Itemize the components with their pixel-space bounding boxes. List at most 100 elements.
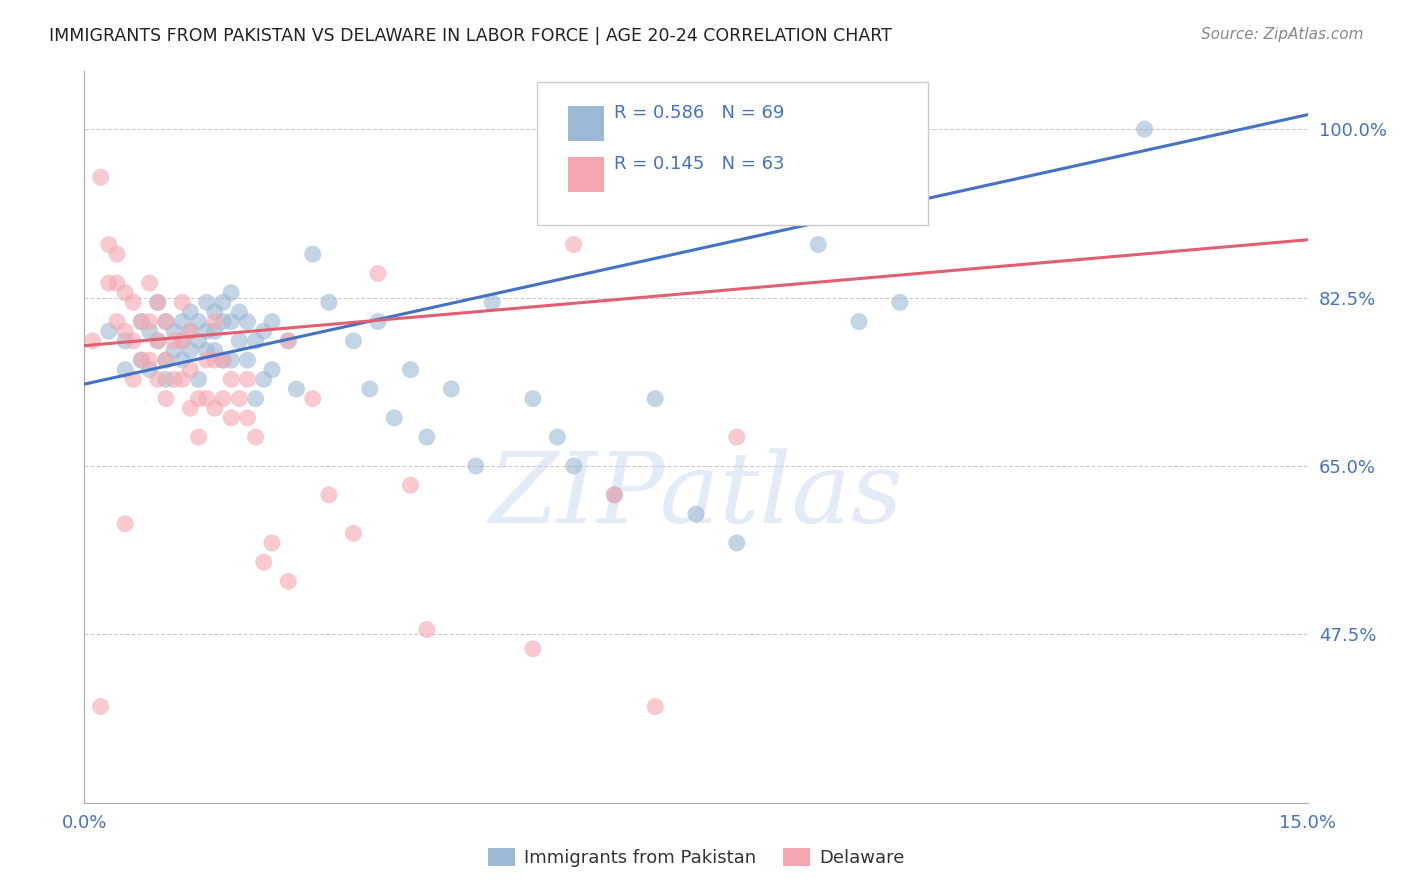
Point bbox=[187, 392, 209, 406]
Point bbox=[285, 382, 308, 396]
Point bbox=[114, 285, 136, 300]
Point bbox=[155, 353, 177, 368]
Text: R = 0.586   N = 69: R = 0.586 N = 69 bbox=[614, 104, 785, 122]
Point bbox=[122, 372, 145, 386]
Point bbox=[464, 458, 486, 473]
Point bbox=[204, 353, 226, 368]
Point bbox=[172, 295, 194, 310]
Point bbox=[245, 430, 267, 444]
Point bbox=[367, 315, 389, 329]
Point bbox=[179, 401, 201, 416]
Text: ZIPatlas: ZIPatlas bbox=[489, 448, 903, 543]
Point bbox=[146, 334, 169, 348]
Point bbox=[236, 410, 259, 425]
Point bbox=[90, 170, 112, 185]
Point bbox=[219, 353, 242, 368]
Point bbox=[131, 353, 153, 368]
Point bbox=[228, 334, 250, 348]
Point bbox=[301, 392, 323, 406]
Point bbox=[204, 305, 226, 319]
Point bbox=[212, 353, 235, 368]
Point bbox=[204, 315, 226, 329]
Point bbox=[318, 488, 340, 502]
Point bbox=[260, 536, 283, 550]
Point bbox=[212, 295, 235, 310]
Point bbox=[163, 372, 186, 386]
Point bbox=[603, 488, 626, 502]
Point bbox=[172, 334, 194, 348]
Point bbox=[179, 324, 201, 338]
Point bbox=[212, 315, 235, 329]
Point bbox=[146, 372, 169, 386]
Point bbox=[236, 353, 259, 368]
Point bbox=[522, 392, 544, 406]
Point bbox=[236, 372, 259, 386]
Point bbox=[342, 334, 364, 348]
Point bbox=[195, 295, 218, 310]
Point bbox=[245, 392, 267, 406]
Point bbox=[685, 507, 707, 521]
Point bbox=[219, 410, 242, 425]
Point bbox=[114, 334, 136, 348]
Point bbox=[155, 315, 177, 329]
Point bbox=[546, 430, 568, 444]
Point bbox=[644, 699, 666, 714]
Point bbox=[138, 353, 160, 368]
Point bbox=[97, 237, 120, 252]
Point bbox=[138, 324, 160, 338]
Point bbox=[228, 392, 250, 406]
Point bbox=[131, 315, 153, 329]
Point bbox=[187, 430, 209, 444]
Point bbox=[399, 478, 422, 492]
Point bbox=[172, 353, 194, 368]
Point bbox=[172, 334, 194, 348]
Point bbox=[155, 315, 177, 329]
Point bbox=[138, 315, 160, 329]
Point bbox=[155, 372, 177, 386]
Point bbox=[105, 276, 128, 290]
Point bbox=[253, 555, 276, 569]
Point bbox=[522, 641, 544, 656]
Point bbox=[228, 305, 250, 319]
Point bbox=[359, 382, 381, 396]
Point bbox=[82, 334, 104, 348]
Point bbox=[163, 334, 186, 348]
FancyBboxPatch shape bbox=[537, 82, 928, 225]
Point bbox=[97, 276, 120, 290]
Point bbox=[481, 295, 503, 310]
Point bbox=[187, 334, 209, 348]
Point bbox=[725, 536, 748, 550]
Point bbox=[114, 324, 136, 338]
Point bbox=[219, 372, 242, 386]
Point bbox=[219, 315, 242, 329]
Point bbox=[204, 324, 226, 338]
Point bbox=[146, 295, 169, 310]
Point bbox=[277, 334, 299, 348]
Point bbox=[114, 516, 136, 531]
Point bbox=[318, 295, 340, 310]
Point bbox=[131, 315, 153, 329]
Point bbox=[187, 315, 209, 329]
Point bbox=[195, 343, 218, 358]
Point bbox=[416, 623, 439, 637]
Point bbox=[163, 343, 186, 358]
Text: IMMIGRANTS FROM PAKISTAN VS DELAWARE IN LABOR FORCE | AGE 20-24 CORRELATION CHAR: IMMIGRANTS FROM PAKISTAN VS DELAWARE IN … bbox=[49, 27, 891, 45]
Point bbox=[603, 488, 626, 502]
Point bbox=[277, 574, 299, 589]
FancyBboxPatch shape bbox=[568, 106, 605, 141]
Point bbox=[212, 353, 235, 368]
Point bbox=[260, 362, 283, 376]
Point bbox=[146, 334, 169, 348]
Point bbox=[195, 392, 218, 406]
Point bbox=[122, 334, 145, 348]
Point bbox=[195, 324, 218, 338]
Point bbox=[382, 410, 405, 425]
Point bbox=[399, 362, 422, 376]
Point bbox=[105, 247, 128, 261]
Point bbox=[245, 334, 267, 348]
Point bbox=[155, 353, 177, 368]
Point bbox=[889, 295, 911, 310]
Point bbox=[195, 353, 218, 368]
Point bbox=[122, 295, 145, 310]
Point bbox=[146, 295, 169, 310]
